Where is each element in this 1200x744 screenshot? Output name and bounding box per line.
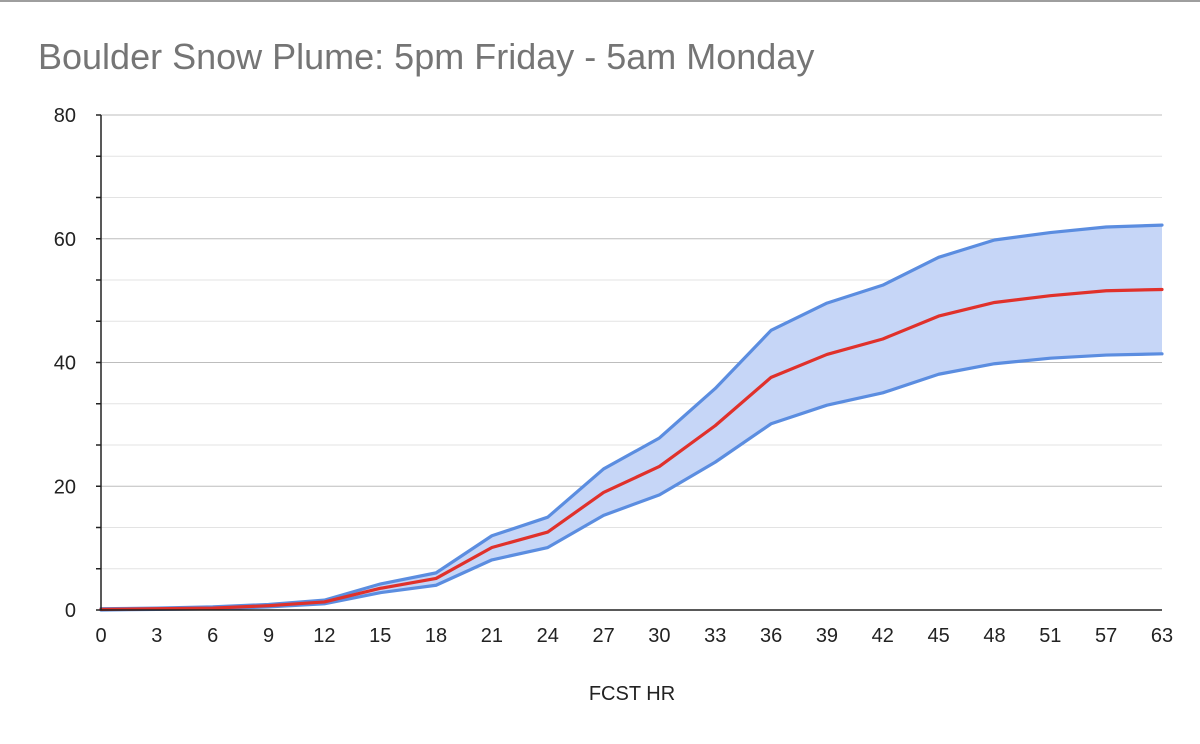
- x-tick-label: 30: [648, 625, 670, 647]
- y-tick-label: 60: [54, 229, 76, 251]
- x-tick-label: 33: [704, 625, 726, 647]
- y-tick-label: 40: [54, 353, 76, 375]
- y-tick-label: 0: [65, 600, 76, 622]
- x-tick-label: 39: [816, 625, 838, 647]
- x-tick-label: 48: [983, 625, 1005, 647]
- x-tick-label: 63: [1151, 625, 1173, 647]
- x-tick-label: 36: [760, 625, 782, 647]
- x-tick-label: 3: [151, 625, 162, 647]
- x-tick-label: 18: [425, 625, 447, 647]
- x-tick-label: 12: [313, 625, 335, 647]
- x-tick-label: 15: [369, 625, 391, 647]
- chart-title: Boulder Snow Plume: 5pm Friday - 5am Mon…: [38, 36, 815, 77]
- x-tick-label: 57: [1095, 625, 1117, 647]
- x-axis-title: FCST HR: [589, 683, 675, 705]
- x-tick-label: 6: [207, 625, 218, 647]
- x-tick-label: 9: [263, 625, 274, 647]
- x-tick-label: 51: [1039, 625, 1061, 647]
- x-tick-label: 21: [481, 625, 503, 647]
- median-series-line: [99, 287, 1164, 611]
- x-tick-label: 42: [872, 625, 894, 647]
- top-border: [0, 0, 1200, 2]
- spread-band-area: [101, 225, 1162, 610]
- x-tick-label: 0: [95, 625, 106, 647]
- x-tick-label: 45: [928, 625, 950, 647]
- y-tick-label: 20: [54, 476, 76, 498]
- x-tick-label: 24: [537, 625, 559, 647]
- x-tick-label: 27: [592, 625, 614, 647]
- y-tick-label: 80: [54, 105, 76, 127]
